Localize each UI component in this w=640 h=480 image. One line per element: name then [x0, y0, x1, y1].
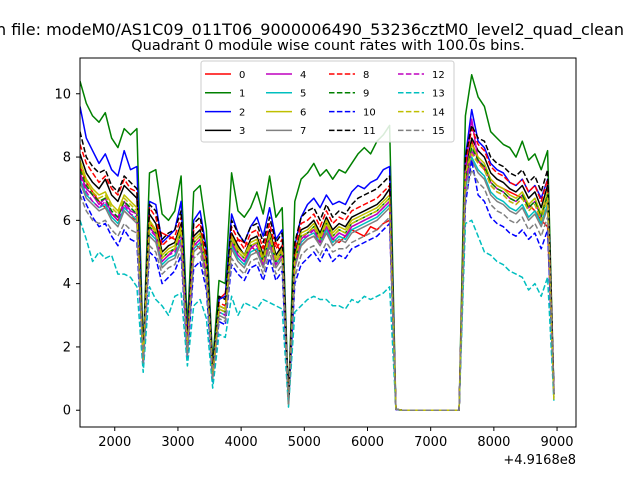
legend-label: 8 — [363, 70, 369, 81]
x-axis: 2000 3000 4000 5000 6000 7000 8000 9000 — [98, 427, 574, 450]
y-tick-label: 2 — [63, 340, 71, 355]
series-line-13 — [80, 219, 555, 411]
legend-label: 5 — [300, 89, 306, 100]
legend-label: 7 — [300, 126, 306, 137]
legend-label: 0 — [239, 70, 245, 81]
series-line-6 — [80, 143, 555, 411]
y-tick-label: 8 — [63, 151, 71, 166]
series-line-14 — [80, 153, 555, 411]
x-tick-label: 9000 — [540, 435, 573, 450]
y-axis: 0 2 4 6 8 10 — [54, 87, 80, 419]
series-line-15 — [80, 168, 555, 411]
series-line-12 — [80, 149, 555, 411]
y-tick-label: 6 — [63, 214, 71, 229]
legend-label: 15 — [432, 126, 445, 137]
series-line-7 — [80, 159, 555, 411]
series-line-2 — [80, 106, 555, 411]
legend-frame — [200, 60, 455, 143]
x-tick-label: 6000 — [351, 435, 384, 450]
legend-label: 2 — [239, 107, 245, 118]
x-tick-label: 3000 — [161, 435, 194, 450]
legend-label: 13 — [432, 89, 445, 100]
legend-label: 14 — [432, 107, 445, 118]
series-line-1 — [80, 74, 555, 411]
x-tick-label: 7000 — [414, 435, 447, 450]
chart-title: Quadrant 0 module wise count rates with … — [131, 38, 525, 54]
legend-label: 11 — [363, 126, 376, 137]
y-tick-label: 10 — [54, 87, 71, 102]
legend-label: 3 — [239, 126, 245, 137]
legend-label: 4 — [300, 70, 306, 81]
series-line-8 — [80, 127, 555, 411]
x-tick-label: 2000 — [98, 435, 131, 450]
y-tick-label: 0 — [63, 404, 71, 419]
x-offset-label: +4.9168e8 — [503, 453, 576, 468]
legend-label: 12 — [432, 70, 445, 81]
series-lines — [80, 74, 555, 411]
x-tick-label: 5000 — [288, 435, 321, 450]
series-line-11 — [80, 124, 555, 411]
legend-label: 1 — [239, 89, 245, 100]
x-tick-label: 8000 — [477, 435, 510, 450]
legend-label: 9 — [363, 89, 369, 100]
y-tick-label: 4 — [63, 277, 71, 292]
figure-suptitle: n file: modeM0/AS1C09_011T06_9000006490_… — [0, 20, 624, 40]
legend-label: 6 — [300, 107, 306, 118]
legend-label: 10 — [363, 107, 376, 118]
axes-frame — [79, 57, 577, 428]
x-tick-label: 4000 — [225, 435, 258, 450]
